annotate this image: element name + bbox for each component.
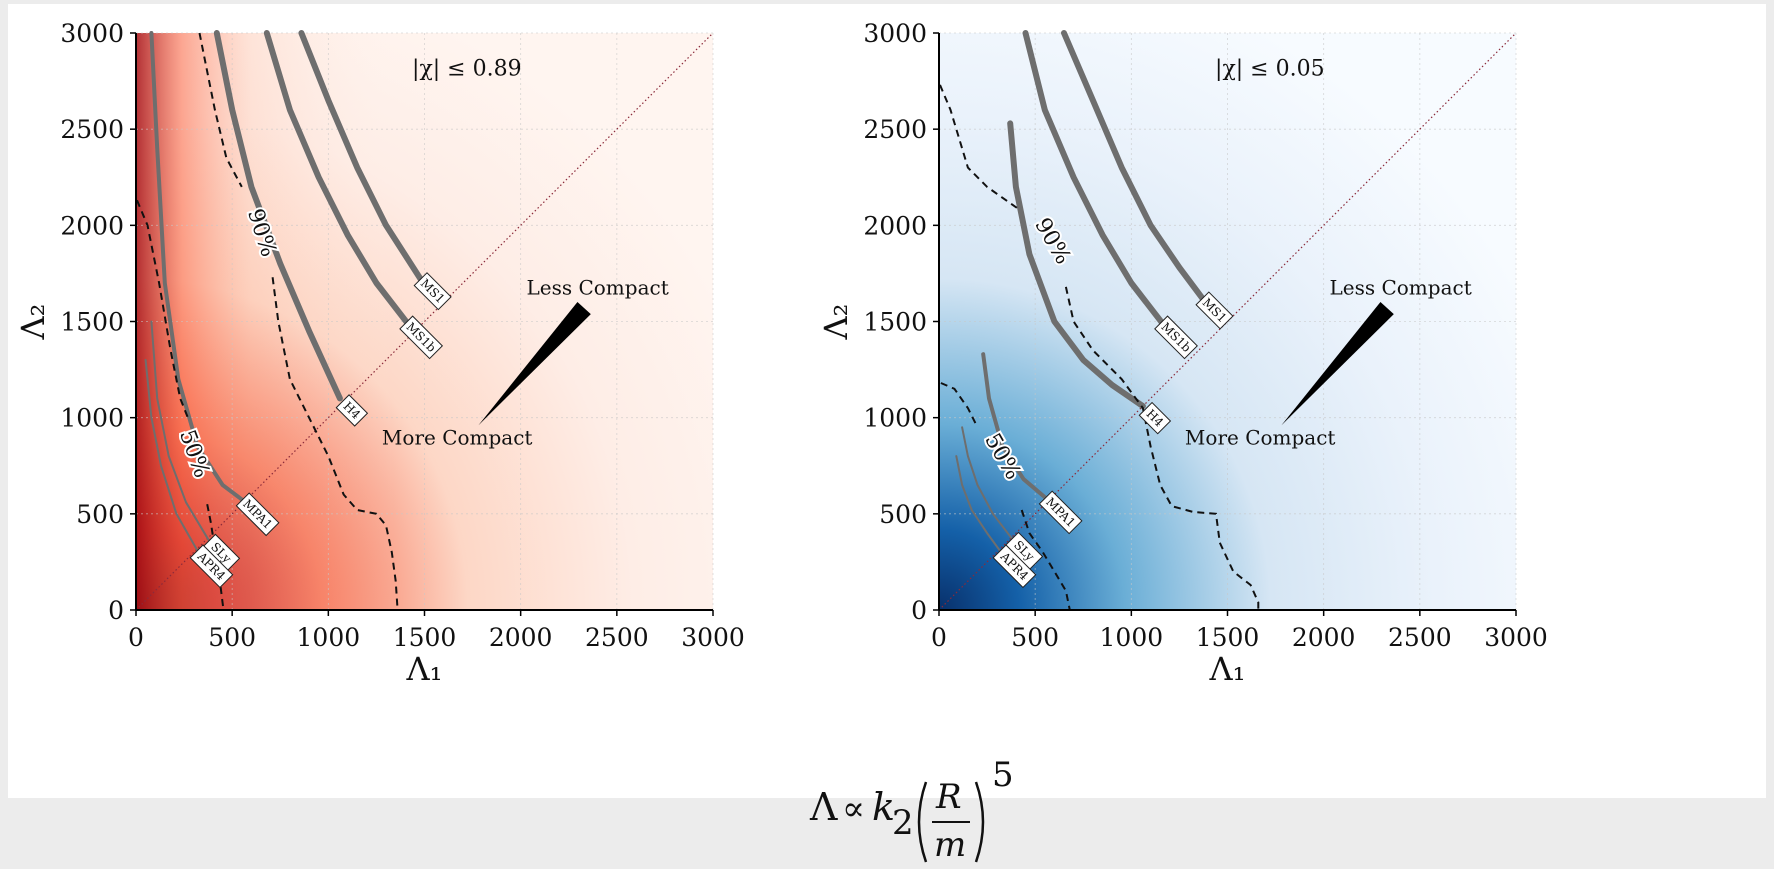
left-y-axis-label: Λ₂ [14, 304, 52, 341]
formula-lambda: Λ [809, 785, 838, 829]
left-x-axis-label: Λ₁ [406, 650, 443, 688]
left-contour-90pct [198, 32, 243, 188]
left-x-tick-label: 2000 [489, 623, 553, 652]
eos-curve-h4 [1007, 120, 1146, 410]
eos-label-box [1195, 291, 1234, 330]
right-x-tick-label: 2000 [1292, 623, 1356, 652]
left-x-tick-label: 0 [128, 623, 144, 652]
left-x-tick-label: 500 [208, 623, 256, 652]
eos-curve-mpa1 [149, 31, 248, 505]
right-y-tick-label: 3000 [863, 19, 927, 48]
left-y-tick-label: 3000 [60, 19, 124, 48]
right-x-tick-label: 2500 [1388, 623, 1452, 652]
right-x-axis-label: Λ₁ [1209, 650, 1246, 688]
eos-label-box [399, 315, 444, 360]
left-contour-90pct [271, 277, 399, 611]
eos-label-box [189, 544, 234, 589]
formula-k: k [872, 785, 895, 829]
formula-right-paren [974, 781, 985, 863]
eos-label-box [1038, 490, 1083, 535]
right-y-tick-label: 2000 [863, 211, 927, 240]
eos-curve-apr4 [144, 359, 201, 556]
eos-curve-sly [150, 320, 211, 542]
left-x-tick-label: 1000 [297, 623, 361, 652]
right-y-tick-label: 2500 [863, 115, 927, 144]
right-y-tick-label: 0 [911, 596, 927, 625]
formula-exponent: 5 [992, 760, 1014, 795]
left-x-tick-label: 1500 [393, 623, 457, 652]
right-x-tick-label: 1500 [1196, 623, 1260, 652]
eos-curve-ms1b [1022, 30, 1167, 329]
eos-curve-ms1 [298, 30, 424, 283]
eos-curve-apr4 [955, 455, 1004, 556]
eos-label-ms1: MS1 [413, 272, 452, 311]
eos-curve-mpa1 [981, 352, 1051, 503]
eos-label-box [413, 272, 452, 311]
eos-label-box [1154, 315, 1198, 360]
left-y-tick-label: 1500 [60, 308, 124, 337]
left-y-tick-label: 0 [108, 596, 124, 625]
right-spin-annotation: |χ| ≤ 0.05 [1215, 56, 1325, 81]
eos-label-h4: H4 [1138, 401, 1172, 435]
right-contour-90pct [939, 84, 1021, 211]
right-y-tick-label: 500 [879, 500, 927, 529]
eos-curve-h4 [213, 30, 343, 402]
lambda-formula: Λ ∝ k 2 R m 5 [808, 755, 1048, 865]
right-compactness-arrow [1281, 302, 1394, 426]
right-arrow-label-top: Less Compact [1329, 276, 1471, 300]
left-contour-50pct [136, 199, 189, 419]
right-x-tick-label: 3000 [1484, 623, 1548, 652]
right-y-axis-label: Λ₂ [817, 304, 855, 341]
eos-label-box [992, 544, 1037, 589]
right-contour-50pct [940, 382, 979, 428]
eos-curve-ms1 [1061, 30, 1206, 302]
eos-curve-sly [961, 426, 1014, 540]
right-x-tick-label: 500 [1011, 623, 1059, 652]
right-arrow-label-bottom: More Compact [1185, 426, 1336, 450]
eos-label-box [1138, 401, 1172, 435]
left-spin-annotation: |χ| ≤ 0.89 [412, 56, 522, 81]
left-y-tick-label: 2000 [60, 211, 124, 240]
left-x-tick-label: 3000 [681, 623, 745, 652]
left-arrow-label-top: Less Compact [526, 276, 668, 300]
right-x-tick-label: 1000 [1100, 623, 1164, 652]
eos-curve-ms1b [263, 30, 413, 329]
left-y-tick-label: 2500 [60, 115, 124, 144]
eos-label-box [235, 492, 280, 537]
left-x-tick-label: 2500 [585, 623, 649, 652]
right-x-tick-label: 0 [931, 623, 947, 652]
formula-left-paren [917, 781, 928, 863]
left-y-tick-label: 1000 [60, 404, 124, 433]
formula-denominator: m [934, 825, 966, 865]
eos-label-h4: H4 [335, 394, 369, 427]
left-y-tick-label: 500 [76, 500, 124, 529]
formula-subscript: 2 [892, 803, 914, 843]
right-y-tick-label: 1500 [863, 308, 927, 337]
formula-numerator: R [935, 777, 962, 817]
eos-label-box [335, 394, 369, 427]
formula-proportional: ∝ [842, 789, 865, 829]
right-y-tick-label: 1000 [863, 404, 927, 433]
left-diagonal [135, 32, 714, 611]
left-compactness-arrow [478, 302, 591, 426]
left-arrow-label-bottom: More Compact [382, 426, 533, 450]
left-contour-50pct [206, 504, 225, 611]
